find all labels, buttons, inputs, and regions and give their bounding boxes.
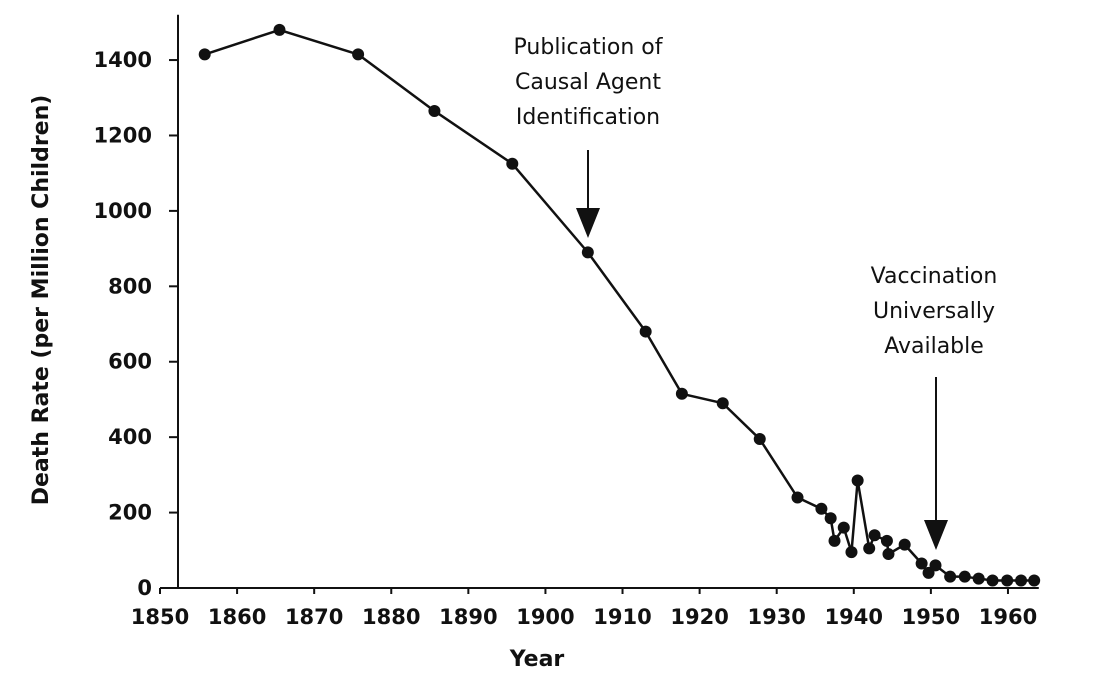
data-point (1015, 574, 1028, 587)
data-point (837, 521, 850, 534)
data-point (929, 559, 942, 572)
data-point (882, 548, 895, 561)
y-tick-label: 800 (108, 274, 152, 298)
annotation-text: Publication of (514, 35, 664, 60)
x-tick-label: 1920 (670, 605, 728, 629)
annotation-arrowhead (576, 208, 600, 238)
x-tick-label: 1910 (593, 605, 651, 629)
data-point (986, 574, 999, 587)
y-tick-label: 600 (108, 350, 152, 374)
x-tick-label: 1930 (747, 605, 805, 629)
data-point (753, 433, 766, 446)
x-tick-label: 1860 (208, 605, 266, 629)
annotation-text: Available (884, 334, 984, 359)
data-point (972, 572, 985, 585)
data-point (815, 502, 828, 515)
data-point (944, 570, 957, 583)
y-tick-label: 200 (108, 501, 152, 525)
data-point (1028, 574, 1041, 587)
y-tick-label: 400 (108, 425, 152, 449)
x-tick-label: 1890 (439, 605, 497, 629)
annotation-text: Vaccination (871, 264, 998, 289)
data-point (880, 534, 893, 547)
data-point (273, 23, 286, 36)
x-tick-label: 1940 (825, 605, 883, 629)
data-point (639, 325, 652, 338)
data-point (352, 48, 365, 61)
data-point (506, 157, 519, 170)
x-tick-label: 1960 (979, 605, 1037, 629)
data-point (845, 546, 858, 559)
data-point (581, 246, 594, 259)
x-axis-title: Year (509, 647, 565, 672)
data-point (915, 557, 928, 570)
data-point (863, 542, 876, 555)
y-axis-title: Death Rate (per Million Children) (29, 95, 54, 506)
data-point (716, 397, 729, 410)
data-point (675, 387, 688, 400)
data-point (868, 529, 881, 542)
data-point (958, 570, 971, 583)
x-tick-label: 1850 (131, 605, 189, 629)
data-point (922, 566, 935, 579)
data-point (828, 534, 841, 547)
data-point (791, 491, 804, 504)
x-tick-label: 1870 (285, 605, 343, 629)
data-point (1001, 574, 1014, 587)
x-tick-label: 1950 (902, 605, 960, 629)
annotation-text: Causal Agent (515, 70, 661, 95)
data-point (851, 474, 864, 487)
data-point (898, 538, 911, 551)
y-tick-label: 1000 (94, 199, 152, 223)
x-tick-label: 1880 (362, 605, 420, 629)
annotation-text: Universally (873, 299, 995, 324)
x-tick-label: 1900 (516, 605, 574, 629)
data-point (824, 512, 837, 525)
y-tick-label: 0 (137, 576, 152, 600)
data-point (198, 48, 211, 61)
data-point (428, 104, 441, 117)
annotation-text: Identification (516, 105, 660, 130)
y-tick-label: 1400 (94, 48, 152, 72)
y-tick-label: 1200 (94, 123, 152, 147)
annotation-arrowhead (924, 520, 948, 550)
